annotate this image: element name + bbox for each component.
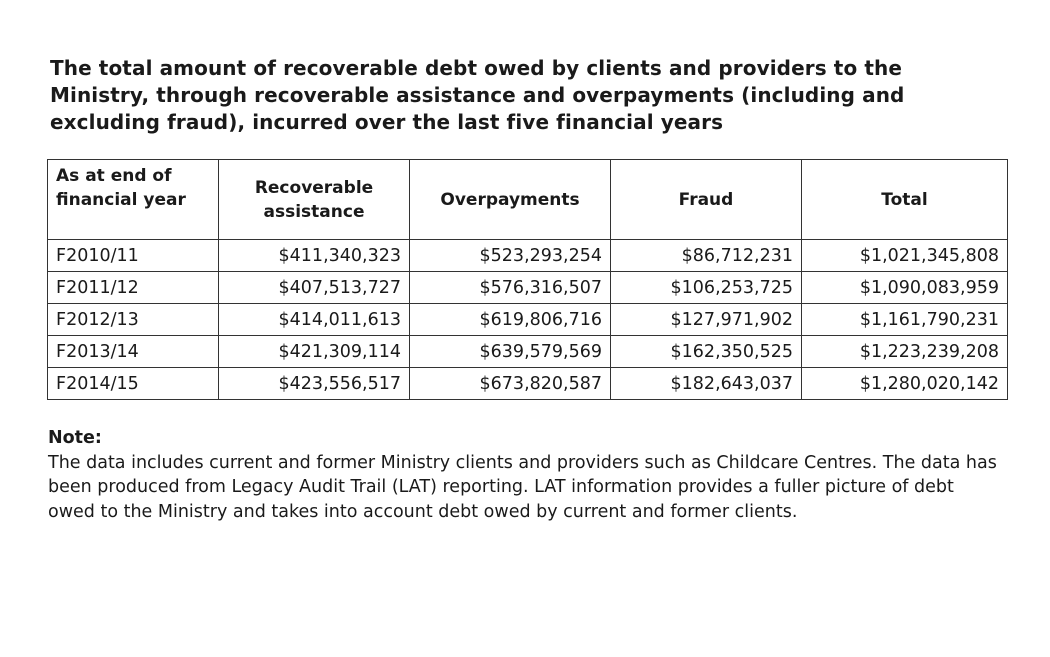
cell-recoverable-assistance: $414,011,613 <box>218 303 410 336</box>
table-row: F2013/14 $421,309,114 $639,579,569 $162,350… <box>47 335 1008 368</box>
cell-fraud: $86,712,231 <box>610 239 802 272</box>
cell-total: $1,280,020,142 <box>801 367 1008 400</box>
table-header-row: As at end of financial year Recoverable … <box>47 159 1008 240</box>
cell-overpayments: $639,579,569 <box>409 335 611 368</box>
cell-recoverable-assistance: $421,309,114 <box>218 335 410 368</box>
header-financial-year: As at end of financial year <box>47 159 219 240</box>
note-section: Note: The data includes current and form… <box>48 426 998 524</box>
cell-fraud: $106,253,725 <box>610 271 802 304</box>
cell-fraud: $182,643,037 <box>610 367 802 400</box>
cell-recoverable-assistance: $423,556,517 <box>218 367 410 400</box>
cell-recoverable-assistance: $411,340,323 <box>218 239 410 272</box>
cell-overpayments: $576,316,507 <box>409 271 611 304</box>
cell-fraud: $162,350,525 <box>610 335 802 368</box>
cell-total: $1,021,345,808 <box>801 239 1008 272</box>
table-row: F2014/15 $423,556,517 $673,820,587 $182,643… <box>47 367 1008 400</box>
table-row: F2012/13 $414,011,613 $619,806,716 $127,971… <box>47 303 1008 336</box>
cell-financial-year: F2011/12 <box>47 271 219 304</box>
cell-total: $1,090,083,959 <box>801 271 1008 304</box>
cell-overpayments: $523,293,254 <box>409 239 611 272</box>
cell-recoverable-assistance: $407,513,727 <box>218 271 410 304</box>
header-overpayments: Overpayments <box>409 159 611 240</box>
table-row: F2011/12 $407,513,727 $576,316,507 $106,253… <box>47 271 1008 304</box>
header-recoverable-assistance: Recoverable assistance <box>218 159 410 240</box>
cell-total: $1,223,239,208 <box>801 335 1008 368</box>
header-total: Total <box>801 159 1008 240</box>
table-row: F2010/11 $411,340,323 $523,293,254 $86,712,… <box>47 239 1008 272</box>
note-text: The data includes current and former Min… <box>48 452 997 522</box>
debt-table: As at end of financial year Recoverable … <box>47 159 1008 400</box>
document-title: The total amount of recoverable debt owe… <box>50 56 905 134</box>
header-fraud: Fraud <box>610 159 802 240</box>
cell-overpayments: $619,806,716 <box>409 303 611 336</box>
cell-financial-year: F2013/14 <box>47 335 219 368</box>
note-heading: Note: <box>48 428 102 448</box>
cell-overpayments: $673,820,587 <box>409 367 611 400</box>
cell-total: $1,161,790,231 <box>801 303 1008 336</box>
cell-financial-year: F2014/15 <box>47 367 219 400</box>
cell-financial-year: F2010/11 <box>47 239 219 272</box>
cell-financial-year: F2012/13 <box>47 303 219 336</box>
cell-fraud: $127,971,902 <box>610 303 802 336</box>
